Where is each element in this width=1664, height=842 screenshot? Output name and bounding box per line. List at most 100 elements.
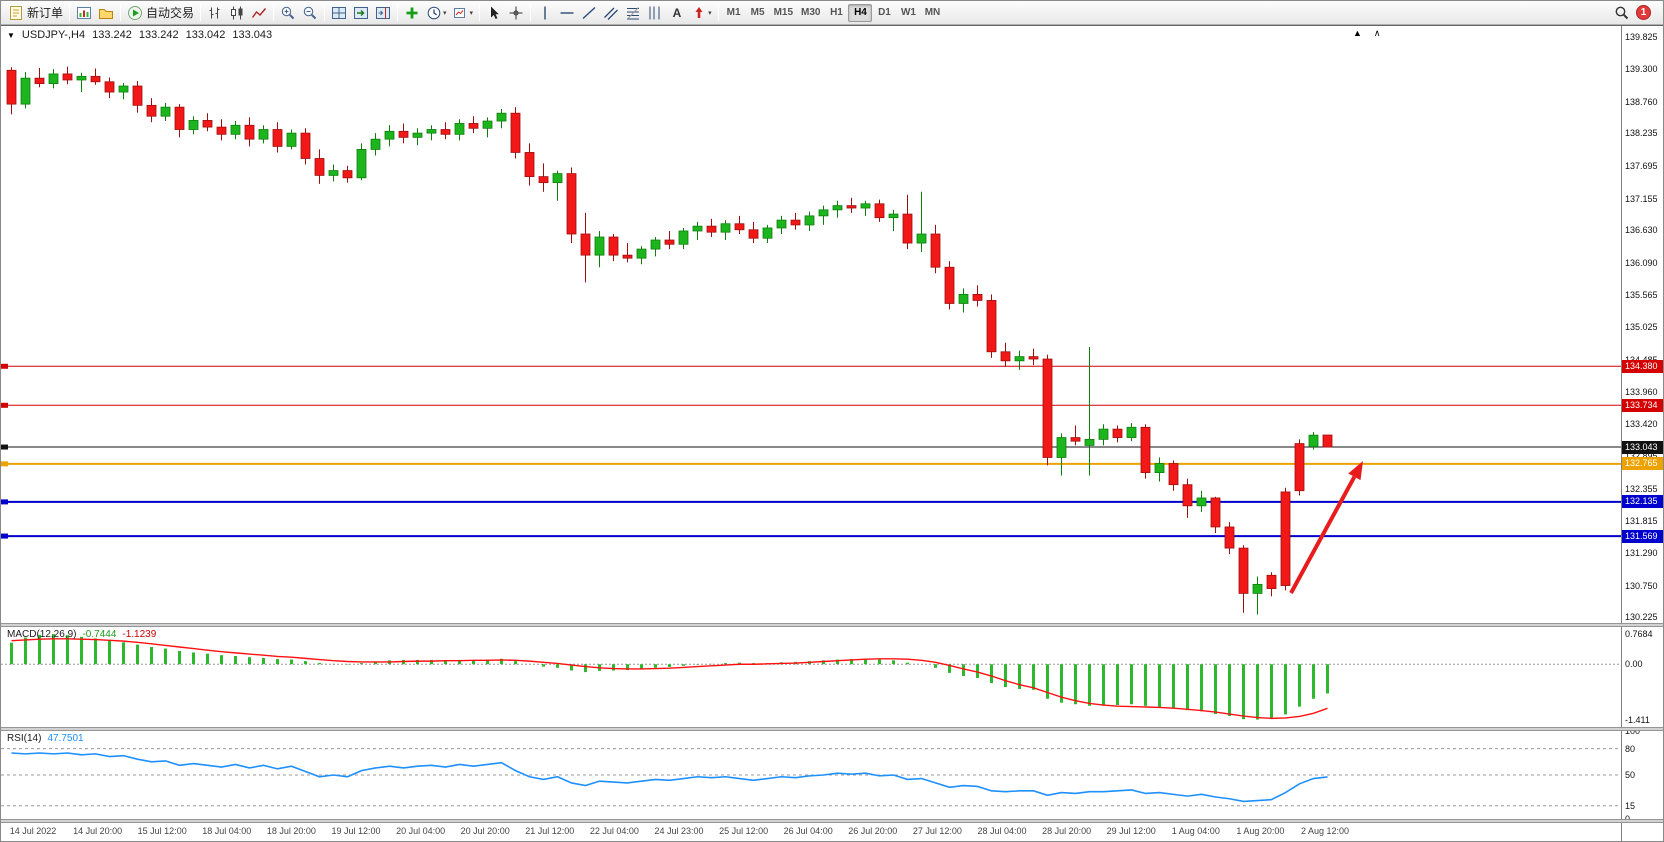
- indicators-plus-icon: [404, 5, 420, 21]
- text-label-button[interactable]: A: [666, 3, 688, 23]
- dropdown-caret-icon: ▾: [443, 9, 447, 17]
- macd-tick-label: 0.7684: [1625, 629, 1653, 640]
- timeframe-button-w1[interactable]: W1: [896, 4, 920, 22]
- expand-triangle-icon[interactable]: ▲: [1353, 28, 1362, 38]
- time-label: 18 Jul 04:00: [202, 826, 252, 836]
- timeframe-button-h1[interactable]: H1: [824, 4, 848, 22]
- toolbar-separator: [324, 4, 326, 21]
- zoom-in-button[interactable]: [277, 3, 299, 23]
- toolbar-separator: [200, 4, 202, 21]
- trendline-icon: [581, 5, 597, 21]
- price-tick-label: 136.090: [1625, 257, 1658, 268]
- time-label: 21 Jul 12:00: [525, 826, 575, 836]
- indicators-button[interactable]: [401, 3, 423, 23]
- vertical-line-button[interactable]: [534, 3, 556, 23]
- timeframe-button-m1[interactable]: M1: [722, 4, 746, 22]
- tile-windows-button[interactable]: [328, 3, 350, 23]
- zoom-out-icon: [302, 5, 318, 21]
- toolbar-separator: [273, 4, 275, 21]
- periods-button[interactable]: ▾: [423, 3, 450, 23]
- rsi-tick-label: 80: [1625, 743, 1636, 754]
- time-label: 14 Jul 20:00: [73, 826, 123, 836]
- vertical-line-icon: [537, 5, 553, 21]
- bar-chart-button[interactable]: [204, 3, 226, 23]
- fibonacci-button[interactable]: [622, 3, 644, 23]
- autotrade-button[interactable]: 自动交易: [124, 3, 197, 23]
- notification-badge[interactable]: 1: [1636, 5, 1651, 20]
- crosshair-button[interactable]: [505, 3, 527, 23]
- time-label: 18 Jul 20:00: [266, 826, 316, 836]
- text-icon: A: [669, 5, 685, 21]
- rsi-tick-label: 100: [1625, 726, 1641, 736]
- timeframe-button-mn[interactable]: MN: [920, 4, 944, 22]
- price-level-badge: 133.734: [1622, 398, 1663, 412]
- close-value: 133.043: [232, 29, 273, 41]
- cycle-lines-button[interactable]: [644, 3, 666, 23]
- toolbar-separator: [69, 4, 71, 21]
- time-label: 20 Jul 20:00: [460, 826, 510, 836]
- cursor-icon: [486, 5, 502, 21]
- timeframe-button-h4[interactable]: H4: [848, 3, 873, 22]
- templates-button[interactable]: ▾: [450, 3, 477, 23]
- rsi-panel: [1, 748, 1621, 807]
- new-chart-button[interactable]: [73, 3, 95, 23]
- price-tick-label: 137.155: [1625, 193, 1658, 204]
- price-tick-label: 133.420: [1625, 419, 1658, 430]
- horizontal-line-button[interactable]: [556, 3, 578, 23]
- channel-icon: [603, 5, 619, 21]
- panel-separator[interactable]: [1, 819, 1663, 823]
- chevron-up-icon[interactable]: ∧: [1373, 28, 1381, 38]
- toolbar-separator: [397, 4, 399, 21]
- chart-collapse-icon[interactable]: ▼: [7, 30, 15, 40]
- auto-scroll-button[interactable]: [350, 3, 372, 23]
- price-tick-label: 131.815: [1625, 516, 1658, 527]
- search-button[interactable]: [1611, 3, 1633, 23]
- fibonacci-icon: [625, 5, 641, 21]
- trend-arrow-annotation[interactable]: [1289, 461, 1363, 594]
- price-level-lines[interactable]: [1, 363, 1621, 539]
- profiles-button[interactable]: [95, 3, 117, 23]
- cursor-button[interactable]: [483, 3, 505, 23]
- channel-button[interactable]: [600, 3, 622, 23]
- line-chart-button[interactable]: [248, 3, 270, 23]
- timeframe-button-m30[interactable]: M30: [797, 4, 824, 22]
- candlestick-chart-button[interactable]: [226, 3, 248, 23]
- profiles-icon: [98, 5, 114, 21]
- new-order-button[interactable]: 新订单: [5, 3, 66, 23]
- time-label: 26 Jul 20:00: [848, 826, 898, 836]
- time-label: 26 Jul 04:00: [783, 826, 833, 836]
- bar-chart-icon: [207, 5, 223, 21]
- price-tick-label: 130.225: [1625, 612, 1658, 623]
- crosshair-icon: [508, 5, 524, 21]
- time-axis[interactable]: 14 Jul 2022 14 Jul 20:00 15 Jul 12:00 18 Ju…: [1, 821, 1621, 841]
- rsi-label: RSI(14) 47.7501: [7, 733, 84, 744]
- candlestick-icon: [229, 5, 245, 21]
- price-level-badge: 132.135: [1622, 495, 1663, 509]
- price-tick-label: 132.895: [1625, 450, 1658, 461]
- timeframe-button-m5[interactable]: M5: [746, 4, 770, 22]
- panel-separator[interactable]: [1, 727, 1663, 731]
- tile-windows-icon: [331, 5, 347, 21]
- cycle-lines-icon: [647, 5, 663, 21]
- time-label: 1 Aug 04:00: [1171, 826, 1220, 836]
- macd-name: MACD(12,26,9): [7, 629, 77, 640]
- main-toolbar: 新订单 自动交易 ▾ ▾ A: [1, 1, 1663, 25]
- chart-shift-button[interactable]: [372, 3, 394, 23]
- horizontal-line-icon: [559, 5, 575, 21]
- timeframe-button-d1[interactable]: D1: [872, 4, 896, 22]
- time-label: 27 Jul 12:00: [912, 826, 962, 836]
- price-axis[interactable]: 139.825 139.300 138.760 138.235 137.695 137.1…: [1621, 1, 1663, 841]
- time-label: 28 Jul 04:00: [977, 826, 1027, 836]
- arrows-button[interactable]: ▾: [688, 3, 715, 23]
- zoom-out-button[interactable]: [299, 3, 321, 23]
- timeframe-button-m15[interactable]: M15: [770, 4, 797, 22]
- autotrade-icon: [127, 5, 143, 21]
- macd-tick-label: -1.411: [1625, 714, 1650, 725]
- trendline-button[interactable]: [578, 3, 600, 23]
- macd-signal-value: -1.1239: [122, 629, 157, 640]
- new-chart-icon: [76, 5, 92, 21]
- time-label: 2 Aug 12:00: [1300, 826, 1350, 836]
- panel-separator[interactable]: [1, 623, 1663, 627]
